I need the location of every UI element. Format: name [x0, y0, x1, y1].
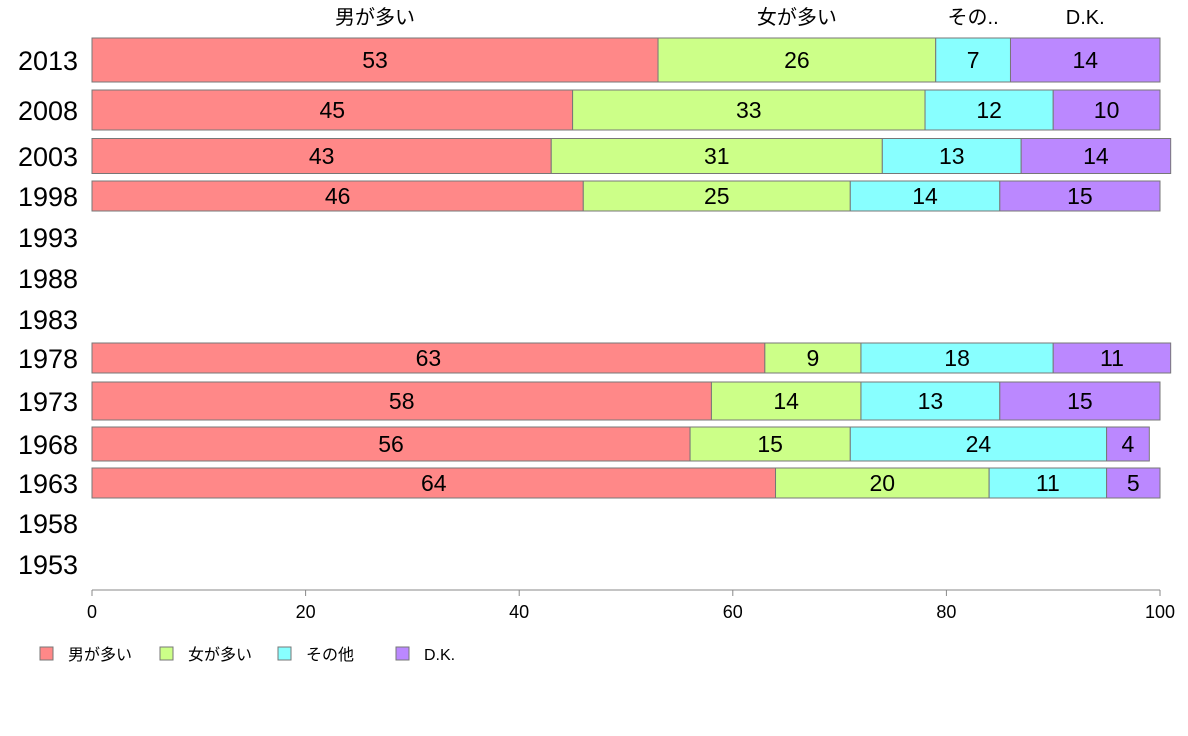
x-tick-label: 100 [1145, 602, 1175, 622]
bar-value-label: 45 [320, 97, 346, 123]
top-series-label: その.. [948, 7, 999, 29]
bar-value-label: 56 [378, 431, 404, 457]
year-label: 1953 [18, 550, 78, 580]
bar-value-label: 14 [1083, 143, 1109, 169]
bar-value-label: 58 [389, 388, 415, 414]
legend-label: その他 [306, 646, 354, 664]
year-label: 1988 [18, 264, 78, 294]
bar-segment [988, 467, 1108, 499]
year-label: 1998 [18, 182, 78, 212]
bar-segment [935, 37, 1011, 83]
bar-value-label: 14 [912, 183, 938, 209]
top-series-label: D.K. [1066, 7, 1105, 29]
year-label: 2008 [18, 96, 78, 126]
bar-segment [999, 180, 1161, 212]
year-label: 1968 [18, 430, 78, 460]
bar-value-label: 25 [704, 183, 730, 209]
year-label: 1963 [18, 469, 78, 499]
bar-value-label: 11 [1100, 345, 1124, 371]
bar-value-label: 13 [918, 388, 944, 414]
x-tick-label: 0 [87, 602, 97, 622]
x-tick-label: 20 [296, 602, 316, 622]
bar-value-label: 63 [416, 345, 442, 371]
bar-segment [91, 342, 766, 374]
bar-segment [860, 381, 1001, 421]
bar-value-label: 4 [1122, 431, 1135, 457]
year-label: 2013 [18, 46, 78, 76]
bar-segment [91, 180, 584, 212]
bar-segment [91, 381, 712, 421]
bar-segment [91, 426, 691, 462]
legend-swatch [159, 646, 174, 661]
bar-segment [1009, 37, 1161, 83]
legend-swatch [395, 646, 410, 661]
bar-value-label: 33 [736, 97, 762, 123]
legend-label: 男が多い [68, 646, 132, 664]
bar-segment [710, 381, 862, 421]
year-label: 1993 [18, 223, 78, 253]
legend-swatch [277, 646, 292, 661]
bar-value-label: 26 [784, 47, 810, 73]
bar-segment [91, 138, 552, 174]
bar-value-label: 13 [939, 143, 965, 169]
bar-segment [91, 89, 574, 131]
legend-label: 女が多い [188, 645, 252, 664]
year-label: 1983 [18, 305, 78, 335]
year-label: 1958 [18, 509, 78, 539]
bar-value-label: 18 [944, 345, 970, 371]
top-series-label: 女が多い [757, 6, 837, 29]
bar-value-label: 9 [807, 345, 820, 371]
bar-value-label: 64 [421, 470, 447, 496]
bar-segment [924, 89, 1054, 131]
x-tick-label: 80 [936, 602, 956, 622]
bar-value-label: 15 [1067, 388, 1093, 414]
bar-value-label: 53 [362, 47, 388, 73]
bar-value-label: 11 [1036, 470, 1060, 496]
bar-segment [849, 426, 1108, 462]
bar-value-label: 10 [1094, 97, 1120, 123]
bar-value-label: 14 [773, 388, 799, 414]
bar-segment [1106, 467, 1161, 499]
bar-segment [999, 381, 1161, 421]
bar-segment [550, 138, 883, 174]
bar-segment [91, 37, 659, 83]
bar-segment [764, 342, 862, 374]
x-tick-label: 60 [723, 602, 743, 622]
year-label: 1978 [18, 344, 78, 374]
bar-value-label: 12 [976, 97, 1002, 123]
bar-segment [860, 342, 1054, 374]
top-series-label: 男が多い [335, 6, 415, 29]
legend-label: D.K. [424, 647, 455, 664]
bar-segment [91, 467, 777, 499]
bar-value-label: 14 [1072, 47, 1098, 73]
year-label: 1973 [18, 387, 78, 417]
bar-value-label: 5 [1127, 470, 1140, 496]
bar-segment [1052, 89, 1161, 131]
bar-segment [572, 89, 926, 131]
bar-value-label: 15 [1067, 183, 1093, 209]
bar-segment [1020, 138, 1172, 174]
year-label: 2003 [18, 142, 78, 172]
bar-value-label: 46 [325, 183, 351, 209]
bar-value-label: 20 [870, 470, 896, 496]
bar-segment [657, 37, 937, 83]
bar-segment [582, 180, 851, 212]
bar-value-label: 15 [757, 431, 783, 457]
bar-value-label: 31 [704, 143, 730, 169]
bar-value-label: 7 [967, 47, 980, 73]
bar-value-label: 24 [966, 431, 992, 457]
bar-value-label: 43 [309, 143, 335, 169]
bar-segment [1106, 426, 1150, 462]
bar-segment [1052, 342, 1172, 374]
x-tick-label: 40 [509, 602, 529, 622]
legend-swatch [39, 646, 54, 661]
